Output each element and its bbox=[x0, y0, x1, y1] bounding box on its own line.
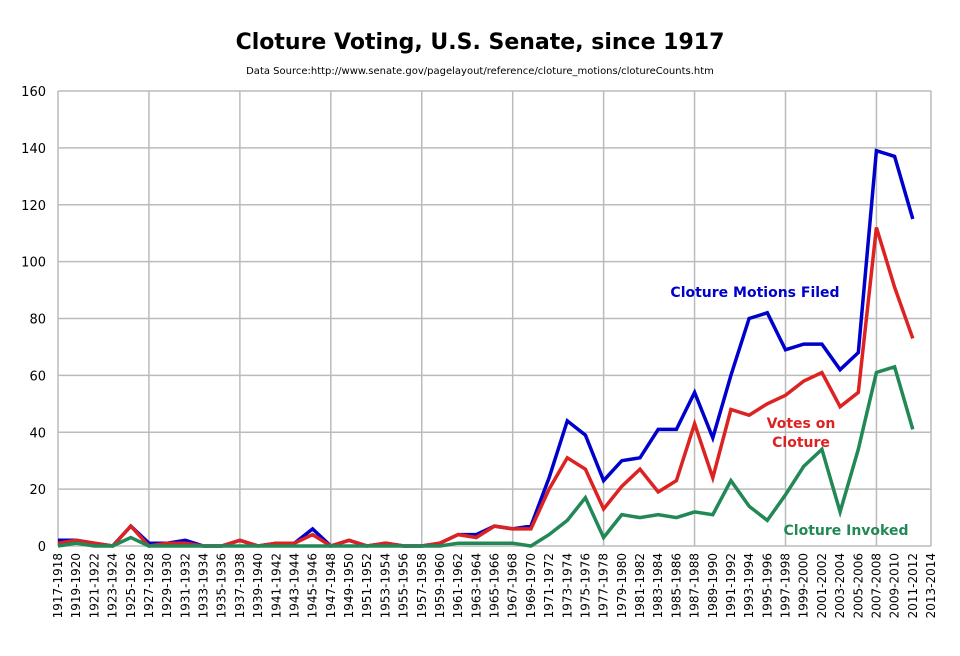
y-tick-label: 120 bbox=[21, 199, 46, 214]
x-tick-label: 1955-1956 bbox=[397, 553, 411, 618]
y-tick-label: 40 bbox=[29, 426, 46, 441]
x-tick-label: 1999-2000 bbox=[797, 553, 811, 618]
annotation-votes-on-cloture-line2: Cloture bbox=[772, 435, 830, 451]
x-tick-label: 2003-2004 bbox=[833, 553, 847, 618]
x-tick-label: 1917-1918 bbox=[51, 553, 65, 618]
x-tick-label: 1951-1952 bbox=[360, 553, 374, 618]
series-lines bbox=[57, 148, 915, 548]
x-tick-label: 2011-2012 bbox=[906, 553, 920, 618]
x-axis: 1917-1918 1919-1920 1921-1922 1923-1924 1925… bbox=[51, 553, 938, 618]
annotation-cloture-motions-filed: Cloture Motions Filed bbox=[670, 285, 839, 301]
x-tick-label: 1987-1988 bbox=[688, 553, 702, 618]
x-tick-label: 1947-1948 bbox=[324, 553, 338, 618]
x-tick-label: 1971-1972 bbox=[542, 553, 556, 618]
series-line-cloture-motions-filed bbox=[58, 148, 915, 548]
x-tick-label: 1921-1922 bbox=[87, 553, 101, 618]
y-tick-label: 160 bbox=[21, 85, 46, 100]
x-tick-label: 1973-1974 bbox=[560, 553, 574, 618]
x-tick-label: 2007-2008 bbox=[869, 553, 883, 618]
x-tick-label: 1993-1994 bbox=[742, 553, 756, 618]
x-tick-label: 1979-1980 bbox=[615, 553, 629, 618]
y-tick-label: 140 bbox=[21, 142, 46, 157]
x-tick-label: 1965-1966 bbox=[488, 553, 502, 618]
x-tick-label: 2001-2002 bbox=[815, 553, 829, 618]
x-tick-label: 2009-2010 bbox=[888, 553, 902, 618]
x-tick-label: 1981-1982 bbox=[633, 553, 647, 618]
x-tick-label: 2005-2006 bbox=[851, 553, 865, 618]
x-tick-label: 1991-1992 bbox=[724, 553, 738, 618]
series-line-cloture-invoked bbox=[57, 364, 915, 548]
x-tick-label: 1957-1958 bbox=[415, 553, 429, 618]
x-tick-label: 1963-1964 bbox=[469, 553, 483, 618]
x-tick-label: 1927-1928 bbox=[142, 553, 156, 618]
x-tick-label: 1989-1990 bbox=[706, 553, 720, 618]
x-tick-label: 1923-1924 bbox=[106, 553, 120, 618]
annotation-cloture-invoked: Cloture Invoked bbox=[784, 523, 909, 539]
x-tick-label: 1969-1970 bbox=[524, 553, 538, 618]
x-tick-label: 1943-1944 bbox=[287, 553, 301, 618]
x-tick-label: 1985-1986 bbox=[669, 553, 683, 618]
x-tick-label: 1935-1936 bbox=[215, 553, 229, 618]
x-tick-label: 1949-1950 bbox=[342, 553, 356, 618]
x-tick-label: 1953-1954 bbox=[378, 553, 392, 618]
x-tick-label: 1959-1960 bbox=[433, 553, 447, 618]
x-tick-label: 1929-1930 bbox=[160, 553, 174, 618]
y-tick-label: 80 bbox=[29, 313, 46, 328]
x-tick-label: 1967-1968 bbox=[506, 553, 520, 618]
x-tick-label: 1939-1940 bbox=[251, 553, 265, 618]
x-tick-label: 1961-1962 bbox=[451, 553, 465, 618]
x-tick-label: 1925-1926 bbox=[124, 553, 138, 618]
x-tick-label: 1983-1984 bbox=[651, 553, 665, 618]
grid bbox=[57, 90, 932, 547]
x-tick-label: 1919-1920 bbox=[69, 553, 83, 618]
x-tick-label: 1941-1942 bbox=[269, 553, 283, 618]
x-tick-label: 1937-1938 bbox=[233, 553, 247, 618]
x-tick-label: 1975-1976 bbox=[578, 553, 592, 618]
y-tick-label: 100 bbox=[21, 256, 46, 271]
annotation-votes-on-cloture-line1: Votes on bbox=[767, 416, 836, 432]
y-tick-label: 20 bbox=[29, 483, 46, 498]
x-tick-label: 1995-1996 bbox=[760, 553, 774, 618]
x-tick-label: 1945-1946 bbox=[306, 553, 320, 618]
y-tick-label: 0 bbox=[38, 540, 46, 555]
chart-subtitle: Data Source:http://www.senate.gov/pagela… bbox=[246, 66, 714, 77]
y-tick-label: 60 bbox=[29, 369, 46, 384]
x-tick-label: 1977-1978 bbox=[597, 553, 611, 618]
x-tick-label: 1997-1998 bbox=[779, 553, 793, 618]
x-tick-label: 1933-1934 bbox=[197, 553, 211, 618]
chart-title: Cloture Voting, U.S. Senate, since 1917 bbox=[235, 30, 725, 55]
x-tick-label: 2013-2014 bbox=[924, 553, 938, 618]
x-tick-label: 1931-1932 bbox=[178, 553, 192, 618]
y-axis: 0 20 40 60 80 100 120 140 160 bbox=[21, 85, 46, 555]
